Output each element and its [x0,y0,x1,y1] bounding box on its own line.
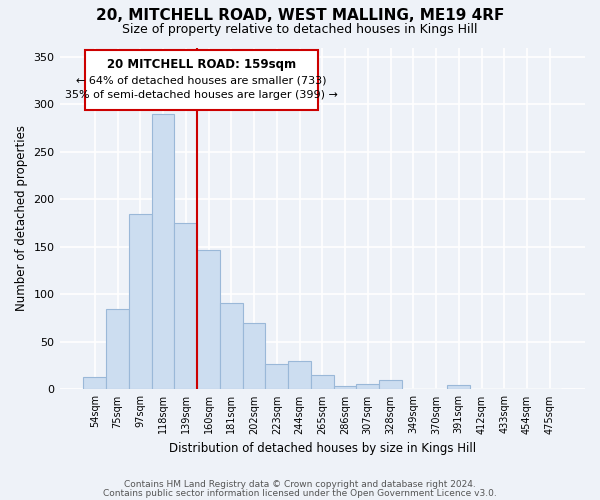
Bar [83,377,106,390]
Bar [85,50,318,110]
Bar [129,214,152,390]
Text: ← 64% of detached houses are smaller (733): ← 64% of detached houses are smaller (73… [76,75,326,85]
Text: Contains HM Land Registry data © Crown copyright and database right 2024.: Contains HM Land Registry data © Crown c… [124,480,476,489]
Bar [175,223,197,390]
Text: 20, MITCHELL ROAD, WEST MALLING, ME19 4RF: 20, MITCHELL ROAD, WEST MALLING, ME19 4R… [96,8,504,22]
Bar [379,380,402,390]
Bar [197,250,220,390]
Bar [311,375,334,390]
Text: 35% of semi-detached houses are larger (399) →: 35% of semi-detached houses are larger (… [65,90,338,100]
Bar [106,308,129,390]
Bar [242,323,265,390]
Bar [288,361,311,390]
Y-axis label: Number of detached properties: Number of detached properties [15,126,28,312]
Text: Contains public sector information licensed under the Open Government Licence v3: Contains public sector information licen… [103,488,497,498]
Bar [448,384,470,390]
Bar [265,364,288,390]
Bar [334,386,356,390]
Bar [220,303,242,390]
Text: Size of property relative to detached houses in Kings Hill: Size of property relative to detached ho… [122,22,478,36]
Text: 20 MITCHELL ROAD: 159sqm: 20 MITCHELL ROAD: 159sqm [107,58,296,71]
Bar [152,114,175,390]
Bar [356,384,379,390]
X-axis label: Distribution of detached houses by size in Kings Hill: Distribution of detached houses by size … [169,442,476,455]
